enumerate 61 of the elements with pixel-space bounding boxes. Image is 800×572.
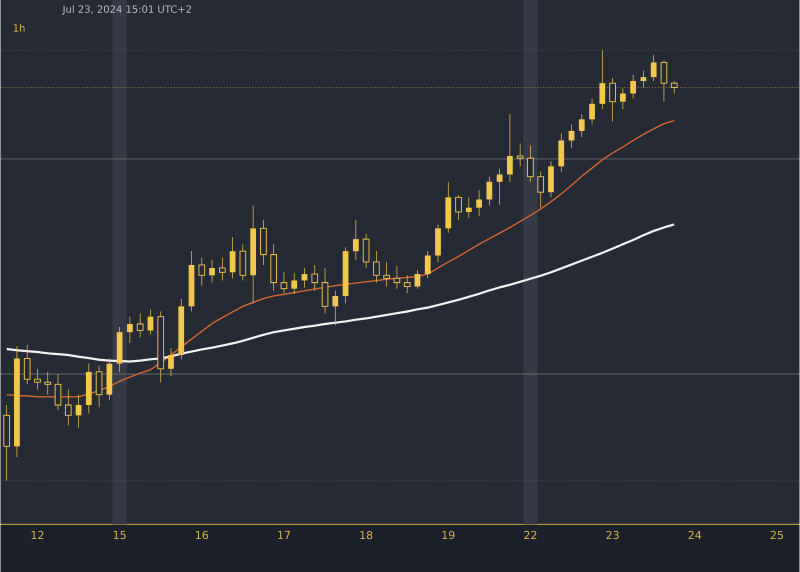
x-tick-label: 24	[688, 530, 702, 539]
candlestick	[302, 267, 308, 288]
x-tick-label: 19	[442, 530, 454, 540]
candlestick	[96, 365, 102, 408]
candlestick	[198, 257, 206, 286]
candlestick	[76, 394, 82, 428]
candlestick	[64, 388, 72, 426]
x-tick-label: 18	[360, 530, 372, 540]
candlestick	[34, 368, 41, 390]
x-tick-label: 23	[606, 530, 619, 540]
text: 1h	[14, 24, 25, 32]
candlestick	[414, 270, 420, 289]
x-tick-label: 22	[524, 530, 536, 539]
candlestick	[383, 261, 390, 287]
candlestick	[589, 98, 595, 125]
x-tick-label: 25	[770, 530, 783, 540]
x-tick-label: 15	[114, 530, 126, 539]
candlestick	[230, 236, 236, 279]
candlestick	[127, 316, 133, 344]
candlestick	[630, 74, 636, 99]
candlestick	[404, 274, 411, 294]
candlestick	[394, 265, 400, 289]
candlestick	[620, 88, 626, 110]
candlestick	[516, 142, 524, 167]
candlestick	[568, 124, 574, 148]
candlestick	[362, 233, 370, 268]
candlestick	[660, 60, 668, 102]
x-tick-label: 17	[278, 530, 290, 539]
candlestick	[332, 290, 338, 326]
candlestick	[44, 371, 52, 395]
candlestick	[148, 308, 154, 335]
candlestick	[455, 194, 462, 220]
candlestick	[373, 250, 380, 283]
candlestick	[352, 220, 359, 260]
candlestick	[496, 168, 502, 205]
candlestick	[609, 77, 616, 122]
candlestick	[311, 264, 318, 292]
candlestick	[578, 114, 585, 138]
candlestick	[476, 190, 482, 216]
candlestick	[640, 70, 646, 88]
candlestick	[424, 250, 431, 279]
candlestick	[54, 373, 62, 410]
candlestick	[650, 54, 657, 82]
candlestick	[291, 272, 298, 294]
text: Jul 23, 2024 15:01 UTC+2	[62, 5, 191, 15]
candlestick	[486, 176, 492, 206]
candlestick	[219, 257, 226, 281]
candlestick	[507, 114, 513, 182]
candlestick	[136, 313, 144, 338]
candlestick	[322, 267, 328, 314]
candlestick	[670, 80, 678, 94]
x-tick-label: 12	[32, 530, 44, 539]
candlestick	[24, 344, 31, 385]
x-tick-label: 16	[196, 530, 208, 540]
candlestick	[527, 145, 534, 182]
candlestick	[466, 196, 472, 218]
candlestick	[209, 259, 215, 283]
candlestick	[280, 272, 288, 294]
candlestick	[537, 170, 544, 208]
candlestick	[168, 348, 174, 376]
candlestick	[599, 49, 606, 110]
